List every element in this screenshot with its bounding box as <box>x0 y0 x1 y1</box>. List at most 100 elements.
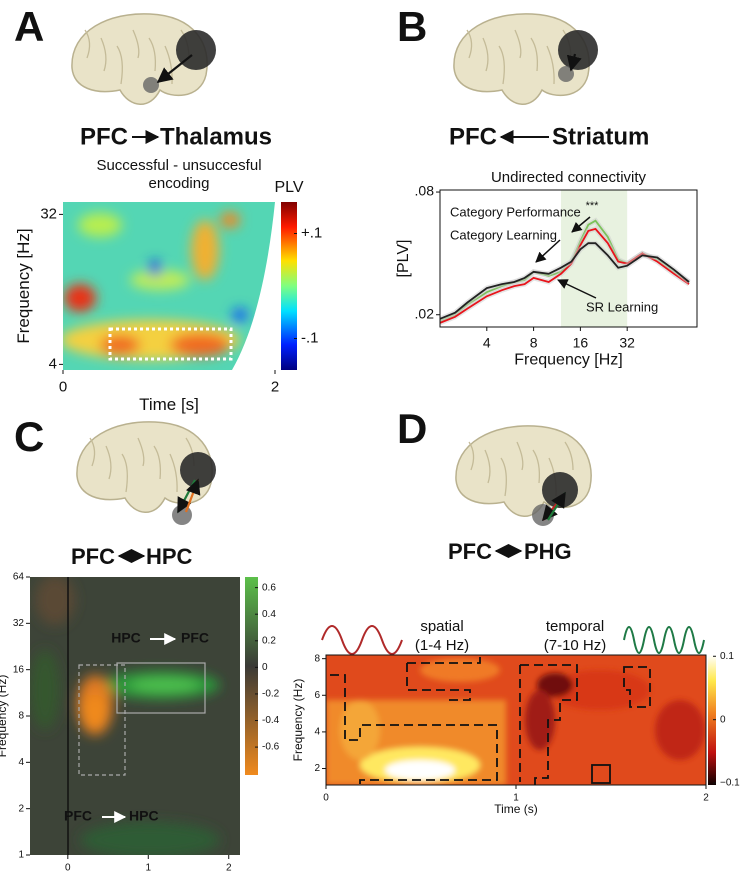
connection-from: PFC <box>448 539 492 564</box>
brain-sulcus <box>84 29 91 59</box>
brain-sulcus <box>516 441 524 471</box>
brain-sulcus <box>466 29 473 59</box>
chart-title: Successful - unsuccesful <box>96 157 261 174</box>
panel-label: C <box>14 413 44 460</box>
colorbar-tick-label: -0.6 <box>262 742 280 753</box>
brain-sulcus <box>89 437 96 467</box>
annotation-to: PFC <box>181 630 209 646</box>
x-axis-label: Time (s) <box>494 802 538 816</box>
connection-to: HPC <box>146 544 193 569</box>
brain-sulcus <box>468 441 475 471</box>
brain-image <box>76 421 216 525</box>
y-tick-label: 32 <box>13 618 25 629</box>
region <box>143 77 159 93</box>
plot-frame <box>325 654 707 786</box>
brain-sulcus <box>484 449 491 484</box>
colorbar-tick-label: -0.4 <box>262 715 280 726</box>
brain-image <box>455 425 592 526</box>
colorbar <box>708 655 716 785</box>
brain-sulcus <box>500 457 507 497</box>
y-tick-label: 4 <box>314 727 320 738</box>
brain-sulcus <box>564 441 574 471</box>
colorbar-tick-label: −0.1 <box>720 778 740 789</box>
brain-sulcus <box>148 37 157 72</box>
annotation: temporal <box>546 618 604 635</box>
y-axis-label: Frequency (Hz) <box>0 675 9 758</box>
connection-to: Thalamus <box>160 123 272 150</box>
brain-sulcus <box>482 37 489 72</box>
significance: *** <box>586 200 600 212</box>
brain-image <box>71 13 216 105</box>
x-axis-label: Frequency [Hz] <box>514 352 622 369</box>
y-tick-label: .08 <box>415 183 435 199</box>
y-tick-label: 2 <box>314 763 320 774</box>
annotation: (1-4 Hz) <box>415 637 469 654</box>
chart-title: Undirected connectivity <box>491 169 647 186</box>
y-tick-label: 1 <box>18 850 24 861</box>
y-tick-label: 64 <box>13 572 25 583</box>
connection-from: PFC <box>80 123 128 150</box>
brain-shape <box>453 13 590 105</box>
colorbar <box>245 577 258 775</box>
x-tick-label: 4 <box>483 334 491 350</box>
label-arrow <box>571 216 591 233</box>
colorbar-tick-label: -.1 <box>301 329 319 346</box>
panel-label: A <box>14 3 44 50</box>
colorbar-tick-label: 0.6 <box>262 582 276 593</box>
connection-line <box>566 53 582 72</box>
annotation-from: HPC <box>111 630 141 646</box>
x-tick-label: 2 <box>703 793 709 804</box>
colorbar <box>281 202 297 370</box>
colorbar-label: PLV <box>274 179 303 196</box>
brain-sulcus <box>116 45 123 85</box>
y-axis-label: Frequency (Hz) <box>291 679 305 762</box>
x-tick-label: 1 <box>145 863 151 874</box>
x-tick-label: 0 <box>59 378 67 395</box>
region <box>172 505 192 525</box>
heatmap <box>326 655 706 785</box>
plot-frame <box>439 189 698 328</box>
wave-icon <box>321 625 403 655</box>
colorbar-tick-label: 0.1 <box>720 651 734 662</box>
annotation-from: PFC <box>64 808 92 824</box>
y-tick-label: 2 <box>18 803 24 814</box>
brain-sulcus <box>121 453 128 493</box>
brain-shape <box>76 421 213 513</box>
connection-from: PFC <box>71 544 115 569</box>
brain-sulcus <box>532 449 541 484</box>
label-arrow <box>535 239 561 263</box>
heatmap <box>30 577 240 855</box>
colorbar-tick-label: 0 <box>262 662 268 673</box>
y-axis-label: [PLV] <box>395 240 412 278</box>
brain-sulcus <box>132 29 140 59</box>
wave-icon <box>623 626 705 654</box>
y-tick-label: 8 <box>314 653 320 664</box>
panel-label: B <box>397 3 427 50</box>
x-tick-label: 0 <box>65 863 71 874</box>
brain-sulcus <box>105 445 112 480</box>
y-axis-label: Frequency [Hz] <box>14 228 33 343</box>
y-tick-label: 4 <box>49 355 57 372</box>
label-arrow <box>557 279 597 299</box>
annotation: (7-10 Hz) <box>544 637 607 654</box>
y-tick-label: 16 <box>13 664 25 675</box>
panel-label: D <box>397 405 427 452</box>
connection-to: Striatum <box>552 123 649 150</box>
region <box>542 472 578 508</box>
brain-sulcus <box>530 37 539 72</box>
annotation: spatial <box>420 618 463 635</box>
region <box>558 30 598 70</box>
chart-title: encoding <box>149 175 210 192</box>
y-tick-label: 4 <box>18 757 24 768</box>
brain-sulcus <box>153 445 162 480</box>
y-tick-label: 32 <box>40 205 57 222</box>
y-tick-label: .02 <box>415 305 435 321</box>
colorbar-tick-label: +.1 <box>301 224 322 241</box>
heatmap <box>63 202 275 370</box>
series-line <box>440 242 690 320</box>
x-tick-label: 16 <box>573 334 589 350</box>
series-label: Category Performance <box>450 204 581 219</box>
x-axis-label: Time [s] <box>139 395 199 414</box>
brain-sulcus <box>100 37 107 72</box>
